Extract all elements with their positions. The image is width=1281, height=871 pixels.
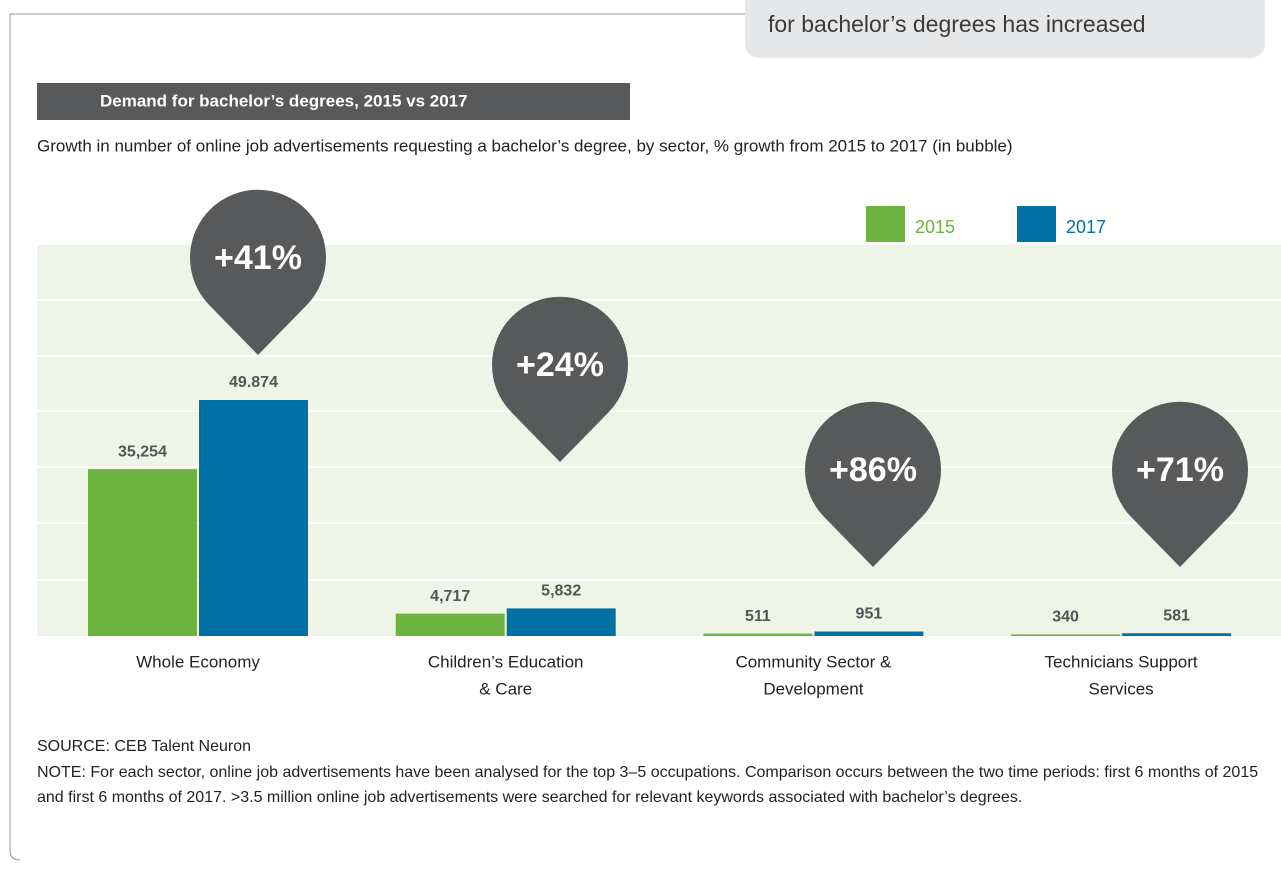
- bar-value-label: 49.874: [229, 374, 278, 391]
- growth-label: +41%: [214, 239, 302, 277]
- legend-label: 2017: [1066, 217, 1106, 237]
- x-tick-label: Development: [763, 679, 863, 698]
- bar: [1122, 633, 1232, 636]
- legend-label: 2015: [915, 217, 955, 237]
- growth-bubble: [492, 296, 628, 462]
- bar-value-label: 511: [745, 608, 771, 625]
- bar: [1011, 634, 1121, 636]
- bar: [88, 469, 197, 636]
- bar-value-label: 340: [1052, 609, 1079, 626]
- bar-value-label: 951: [856, 606, 883, 623]
- bar: [703, 633, 813, 636]
- bar: [395, 613, 505, 636]
- x-tick-label: Children’s Education: [428, 652, 584, 671]
- growth-bubble: [1112, 401, 1248, 567]
- growth-label: +24%: [516, 346, 604, 384]
- growth-label: +71%: [1136, 451, 1224, 489]
- top-note: for bachelor’s degrees has increased: [768, 11, 1146, 37]
- x-tick-label: Community Sector &: [735, 652, 892, 671]
- bar: [814, 631, 924, 636]
- bar: [199, 400, 308, 636]
- x-tick-label: Services: [1089, 679, 1154, 698]
- legend-swatch: [866, 206, 905, 242]
- top-note-box: [745, 0, 1265, 58]
- chart-subtitle: Growth in number of online job advertise…: [37, 136, 1013, 155]
- bar-value-label: 4,717: [430, 588, 470, 605]
- x-tick-label: Technicians Support: [1045, 652, 1198, 671]
- bar-value-label: 35,254: [118, 443, 167, 460]
- source: SOURCE: CEB Talent Neuron: [37, 738, 252, 755]
- bar-value-label: 581: [1163, 607, 1190, 624]
- growth-bubble: [190, 189, 326, 355]
- chart-title: Demand for bachelor’s degrees, 2015 vs 2…: [100, 91, 468, 110]
- bar: [506, 608, 616, 636]
- header-bar: [37, 83, 630, 120]
- note: NOTE: For each sector, online job advert…: [37, 764, 1259, 806]
- growth-bubble: [805, 401, 941, 567]
- legend-swatch: [1017, 206, 1056, 242]
- bar-value-label: 5,832: [541, 583, 581, 600]
- x-tick-label: & Care: [479, 679, 532, 698]
- growth-label: +86%: [829, 451, 917, 489]
- x-tick-label: Whole Economy: [136, 652, 260, 671]
- frame: [9, 13, 745, 861]
